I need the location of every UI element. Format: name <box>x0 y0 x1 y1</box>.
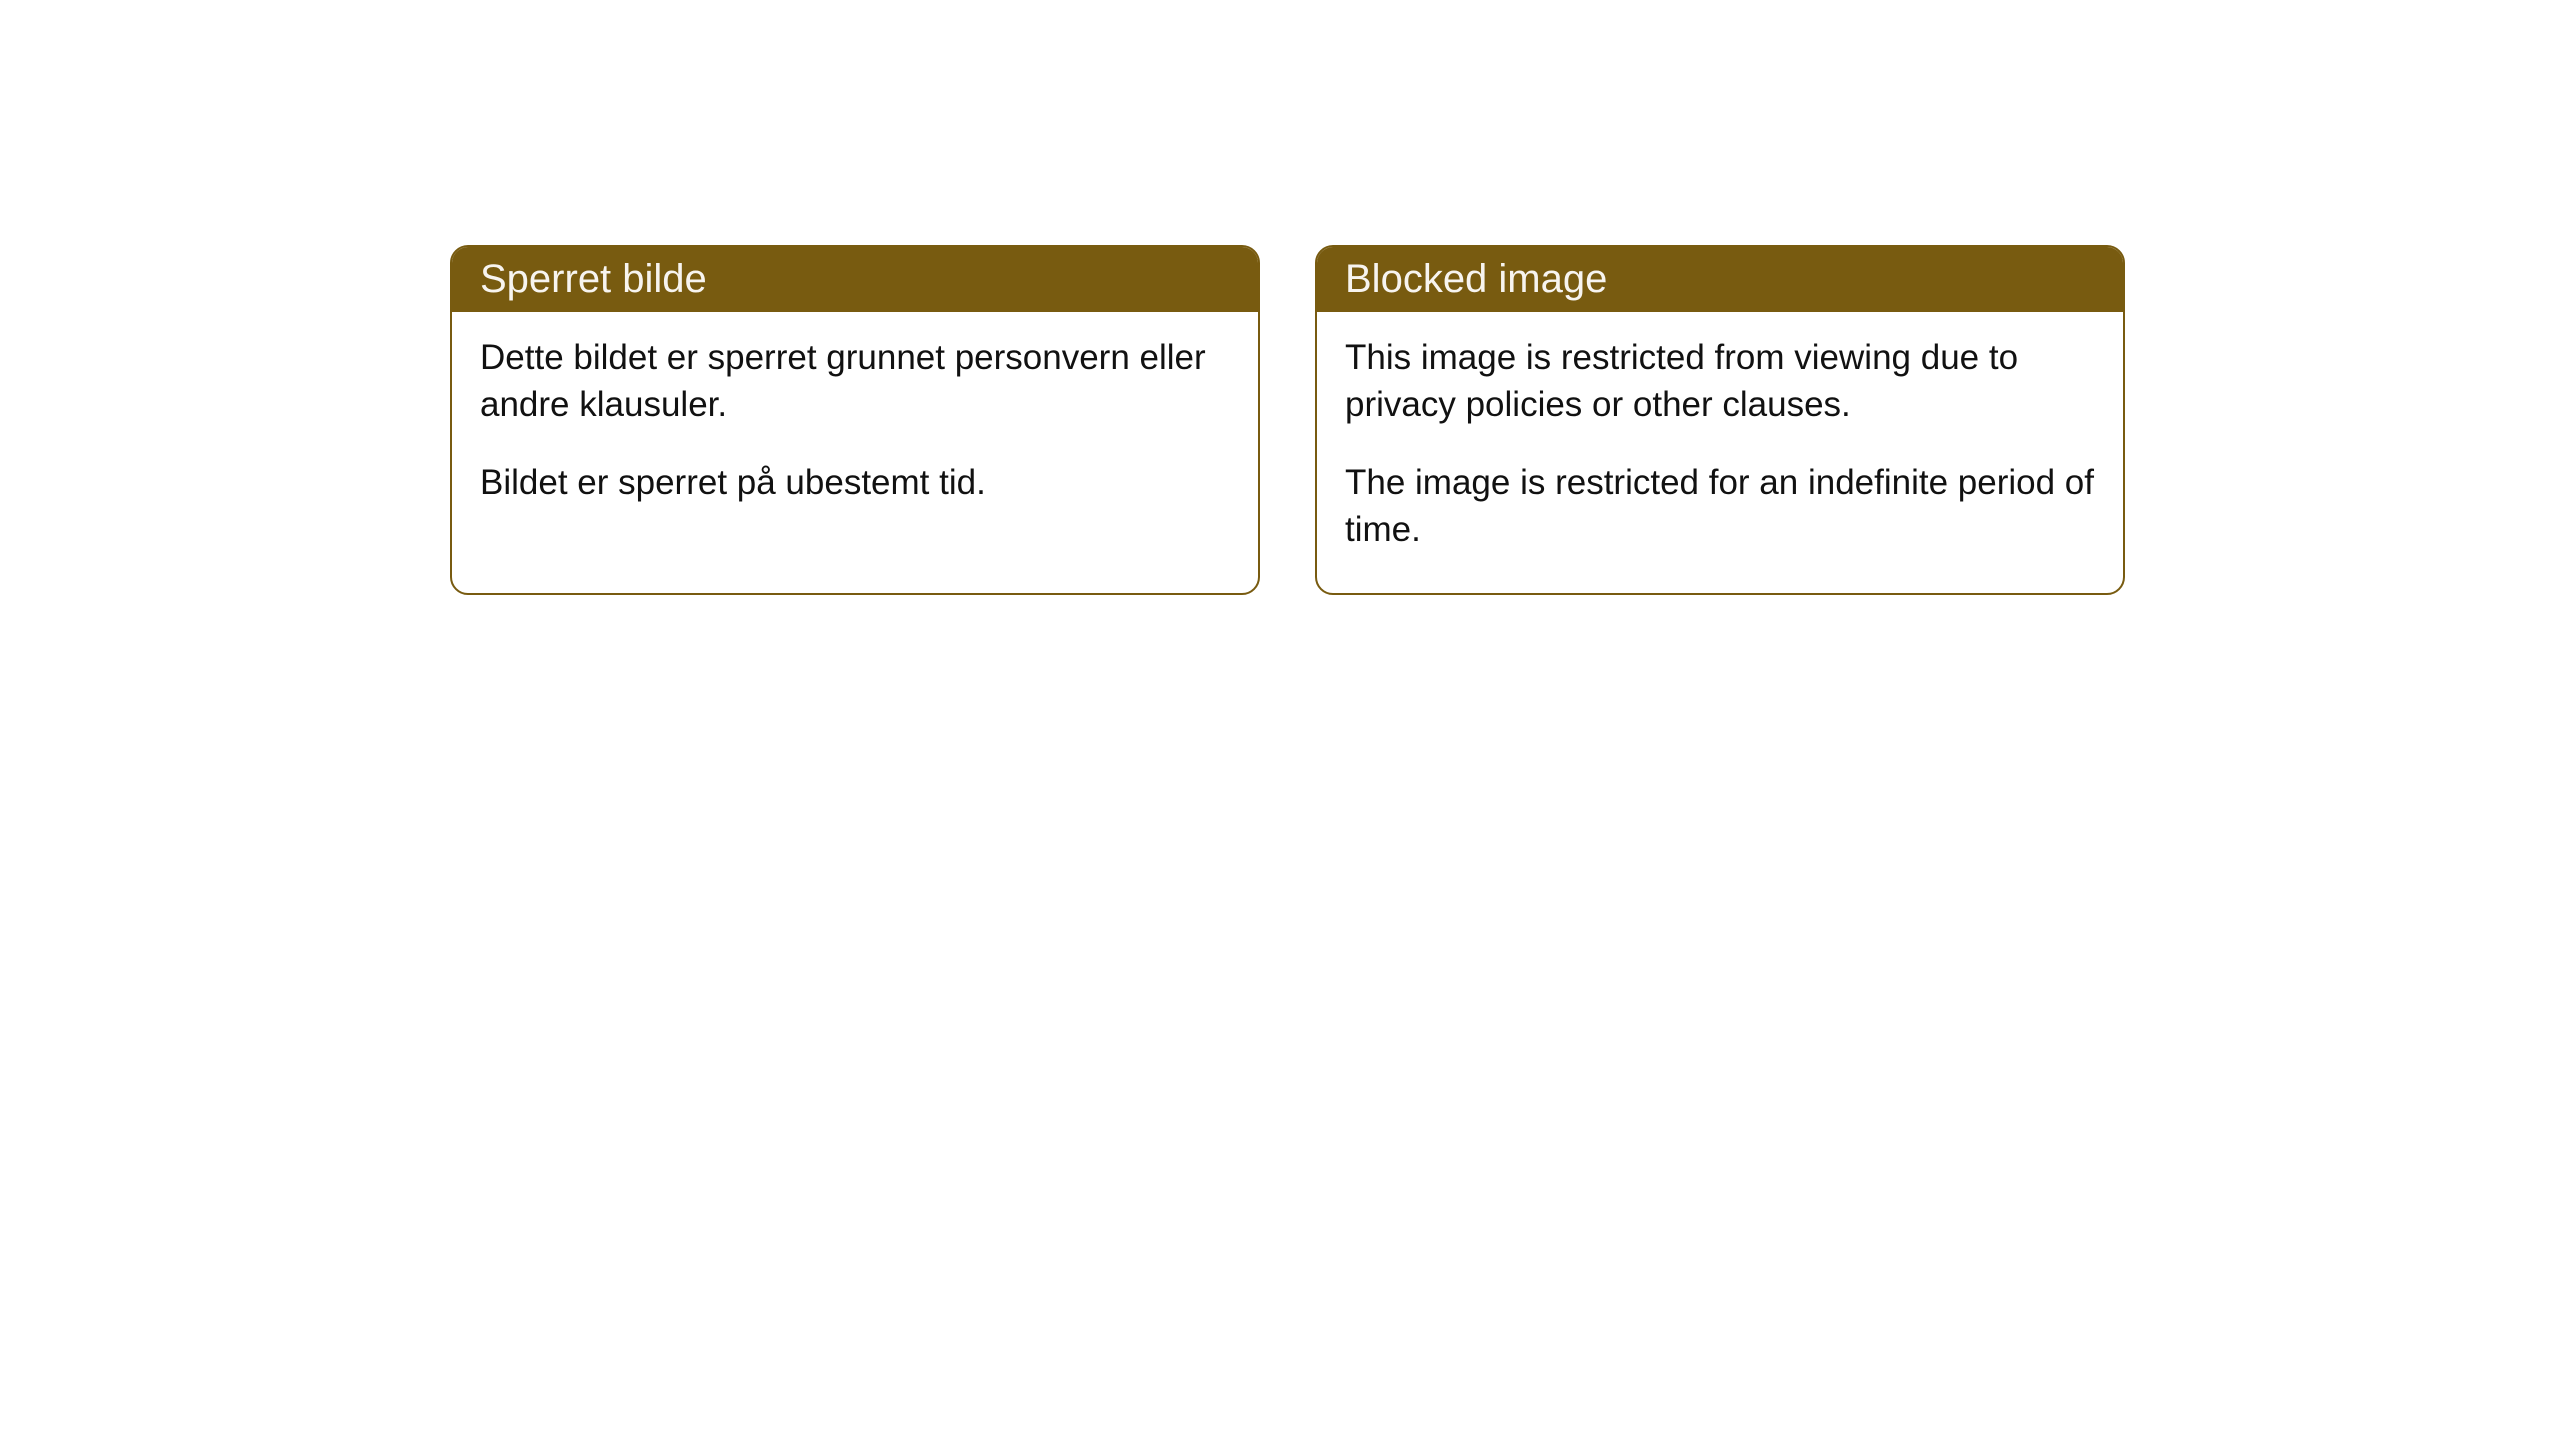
card-title: Sperret bilde <box>480 257 707 301</box>
card-paragraph: The image is restricted for an indefinit… <box>1345 459 2095 554</box>
card-body: This image is restricted from viewing du… <box>1317 312 2123 593</box>
notice-card-english: Blocked image This image is restricted f… <box>1315 245 2125 595</box>
card-header: Sperret bilde <box>452 247 1258 312</box>
card-body: Dette bildet er sperret grunnet personve… <box>452 312 1258 546</box>
card-title: Blocked image <box>1345 257 1607 301</box>
card-paragraph: This image is restricted from viewing du… <box>1345 334 2095 429</box>
card-paragraph: Dette bildet er sperret grunnet personve… <box>480 334 1230 429</box>
notice-cards-container: Sperret bilde Dette bildet er sperret gr… <box>450 245 2125 595</box>
card-header: Blocked image <box>1317 247 2123 312</box>
notice-card-norwegian: Sperret bilde Dette bildet er sperret gr… <box>450 245 1260 595</box>
card-paragraph: Bildet er sperret på ubestemt tid. <box>480 459 1230 506</box>
